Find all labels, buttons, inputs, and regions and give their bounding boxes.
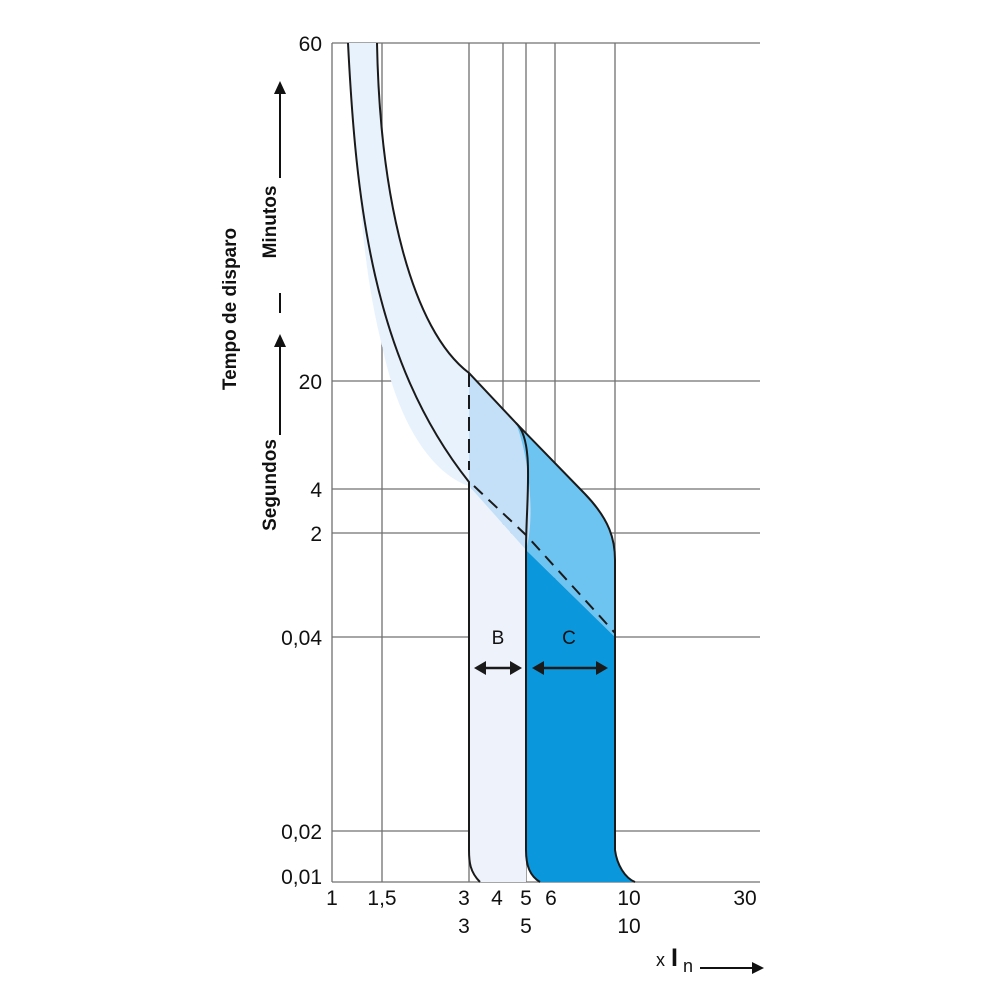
y-tick-label: 60 [299,33,322,56]
range-arrow-c [532,661,608,675]
y-axis-title: Tempo de disparo [220,228,241,390]
x-tick-label: 1,5 [367,887,396,910]
y-axis-label: Tempo de disparo Segundos Minutos [220,81,286,531]
x-tick-label: 6 [545,887,557,910]
trip-regions [347,42,636,883]
c-band-lower [526,550,635,882]
y-axis-unit-minutes: Minutos [260,186,281,259]
x-tick-label: 10 [617,887,640,910]
y-tick-label: 0,02 [281,821,322,844]
c-lower-boundary [515,422,541,883]
y-tick-labels: 60 20 4 2 0,04 0,02 0,01 [281,33,322,889]
y-tick-label: 0,04 [281,627,322,650]
curve-lower-boundary [347,42,481,883]
x-tick-label: 4 [491,887,503,910]
x-tick-label-row2: 10 [617,915,640,938]
region-label-c: C [562,628,576,649]
y-tick-label: 4 [310,479,322,502]
x-axis-label-sub: n [683,956,693,976]
b-band-lower [469,486,526,882]
x-axis-label: x I n [656,944,764,976]
x-axis-arrow-icon [700,962,764,974]
x-axis-label-prefix: x [656,950,665,970]
c-band-upper [516,423,615,637]
x-tick-labels: 1 1,5 3 4 5 6 10 30 3 5 10 [326,887,757,938]
x-tick-label-row2: 3 [458,915,470,938]
x-tick-label-row2: 5 [520,915,532,938]
y-axis-unit-seconds: Segundos [260,439,281,531]
range-arrow-b [474,661,522,675]
b-band-upper [469,373,540,550]
b-c-separator-dashed [473,485,616,634]
y-axis-arrow-icon [274,81,286,178]
x-axis-label-main: I [671,944,678,972]
y-axis-arrow-icon [274,334,286,435]
x-tick-label: 30 [733,887,756,910]
y-tick-label: 0,01 [281,866,322,889]
x-tick-label: 5 [520,887,532,910]
y-tick-label: 2 [310,523,322,546]
y-tick-label: 20 [299,371,322,394]
x-tick-label: 1 [326,887,338,910]
region-annotations: B C [474,628,608,675]
thermal-band-fill [348,43,469,486]
region-label-b: B [492,628,505,649]
x-tick-label: 3 [458,887,470,910]
